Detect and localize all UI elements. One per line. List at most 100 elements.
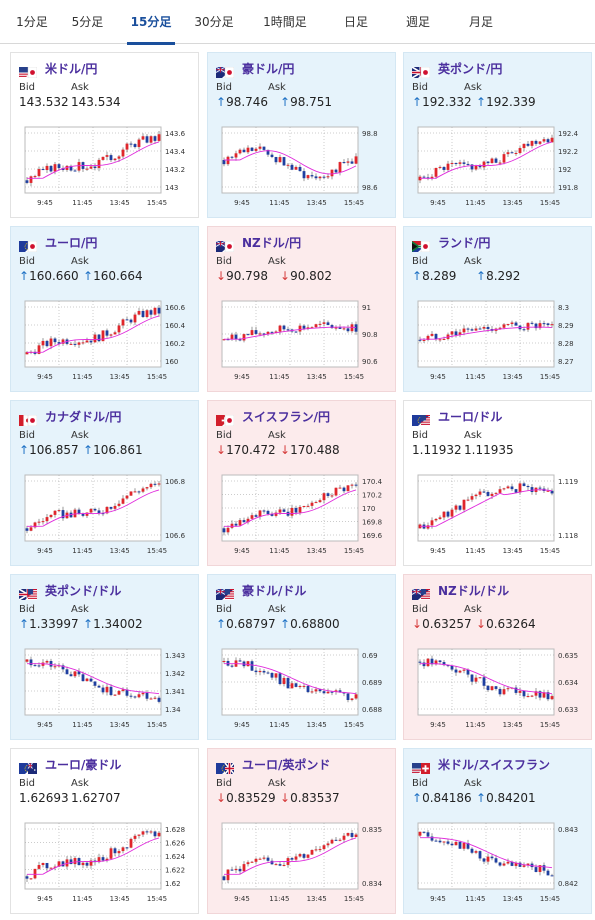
rate-card[interactable]: NZドル/円 Bid Ask ↓90.798 ↓90.802 91 90.8 90.6 9:45… bbox=[207, 226, 396, 392]
tab-8[interactable]: 月足 bbox=[468, 15, 493, 29]
card-header: ユーロ/ドル bbox=[412, 408, 503, 426]
rate-card[interactable]: ユーロ/豪ドル Bid Ask 1.62693 1.62707 1.628 1.626 1.6… bbox=[10, 748, 199, 914]
candle bbox=[518, 687, 522, 696]
rate-card[interactable]: 豪ドル/ドル Bid Ask ↑0.68797 ↑0.68800 0.69 0.689 0.6… bbox=[207, 574, 396, 740]
rate-card[interactable]: ユーロ/円 Bid Ask ↑160.660 ↑160.664 160.6 160.4 160… bbox=[10, 226, 199, 392]
pair-name-link[interactable]: 英ポンド/ドル bbox=[45, 583, 122, 598]
chart-area[interactable]: 143.6 143.4 143.2 143 9:45 11:45 13:45 15:45 bbox=[19, 123, 195, 211]
candle bbox=[310, 849, 314, 855]
rate-card[interactable]: スイスフラン/円 Bid Ask ↓170.472 ↓170.488 170.4 170.2… bbox=[207, 400, 396, 566]
candle bbox=[498, 485, 502, 494]
candle bbox=[458, 669, 462, 674]
pair-name-link[interactable]: スイスフラン/円 bbox=[242, 409, 331, 424]
rate-card[interactable]: 米ドル/円 Bid Ask 143.532 143.534 143.6 143.4 143.2… bbox=[10, 52, 199, 218]
chart-area[interactable]: 1.628 1.626 1.624 1.622 1.62 9:45 11:45 13:45 15… bbox=[19, 819, 195, 907]
y-tick-label: 0.689 bbox=[362, 679, 382, 687]
candle bbox=[530, 694, 534, 698]
candle bbox=[526, 693, 530, 698]
candle bbox=[45, 659, 49, 665]
bid-label: Bid bbox=[412, 256, 428, 267]
rate-card[interactable]: 豪ドル/円 Bid Ask ↑98.746 ↑98.751 98.8 98.6 9:45 11:… bbox=[207, 52, 396, 218]
rate-card[interactable]: ユーロ/英ポンド Bid Ask ↓0.83529 ↓0.83537 0.835 0.834… bbox=[207, 748, 396, 914]
tab-2[interactable]: 5分足 bbox=[71, 15, 104, 29]
candle bbox=[29, 175, 33, 187]
candle bbox=[494, 157, 498, 164]
candle bbox=[506, 149, 510, 157]
candle bbox=[434, 333, 438, 342]
pair-name-link[interactable]: NZドル/円 bbox=[242, 235, 302, 250]
eu-gb-flag bbox=[216, 759, 235, 775]
candle bbox=[133, 312, 137, 326]
tab-6[interactable]: 日足 bbox=[343, 15, 368, 29]
candle bbox=[85, 677, 89, 682]
tab-3[interactable]: 15分足 bbox=[119, 0, 183, 45]
chart-area[interactable]: 8.3 8.29 8.28 8.27 9:45 11:45 13:45 15:45 bbox=[412, 297, 588, 385]
tab-1[interactable]: 1分足 bbox=[16, 15, 48, 29]
ask-label: Ask bbox=[268, 256, 286, 267]
rate-card[interactable]: 英ポンド/円 Bid Ask ↑192.332 ↑192.339 192.4 192.2 19… bbox=[403, 52, 592, 218]
pair-name-link[interactable]: ユーロ/円 bbox=[45, 235, 98, 250]
arrow-down-icon: ↓ bbox=[216, 443, 227, 457]
ask-value: ↑1.34002 bbox=[83, 617, 143, 631]
candle bbox=[350, 698, 354, 702]
candle bbox=[109, 506, 113, 511]
candle bbox=[506, 858, 510, 865]
candle bbox=[149, 482, 153, 489]
tab-7[interactable]: 週足 bbox=[405, 15, 430, 29]
chart-area[interactable]: 0.835 0.834 9:45 11:45 13:45 15:45 bbox=[216, 819, 392, 907]
x-tick-label: 11:45 bbox=[269, 547, 289, 555]
x-tick-label: 15:45 bbox=[147, 199, 167, 207]
chart-area[interactable]: 1.343 1.342 1.341 1.34 9:45 11:45 13:45 15:45 bbox=[19, 645, 195, 733]
pair-name-link[interactable]: 米ドル/円 bbox=[45, 61, 98, 76]
pair-name-link[interactable]: 豪ドル/ドル bbox=[242, 583, 307, 598]
chart-area[interactable]: 106.8 106.6 9:45 11:45 13:45 15:45 bbox=[19, 471, 195, 559]
price-chart: 192.4 192.2 192 191.8 9:45 11:45 13:45 15:45 bbox=[417, 126, 579, 207]
pair-name-link[interactable]: ユーロ/豪ドル bbox=[45, 757, 122, 772]
candle bbox=[153, 830, 157, 839]
candle bbox=[478, 488, 482, 497]
pair-name-link[interactable]: 英ポンド/円 bbox=[438, 61, 503, 76]
rate-card[interactable]: カナダドル/円 Bid Ask ↑106.857 ↑106.861 106.8 106.6 9… bbox=[10, 400, 199, 566]
chart-area[interactable]: 192.4 192.2 192 191.8 9:45 11:45 13:45 15:45 bbox=[412, 123, 588, 211]
chart-area[interactable]: 160.6 160.4 160.2 160 9:45 11:45 13:45 15:45 bbox=[19, 297, 195, 385]
pair-name-link[interactable]: カナダドル/円 bbox=[45, 409, 122, 424]
candle bbox=[141, 486, 145, 494]
candle bbox=[129, 141, 133, 148]
candle bbox=[85, 337, 89, 343]
x-tick-label: 9:45 bbox=[234, 721, 250, 729]
candle bbox=[113, 694, 117, 697]
arrow-up-icon: ↑ bbox=[19, 443, 30, 457]
tab-4[interactable]: 30分足 bbox=[194, 15, 234, 29]
pair-name-link[interactable]: 米ドル/スイスフラン bbox=[438, 757, 551, 772]
chart-area[interactable]: 170.4 170.2 170 169.8 169.6 9:45 11:45 13:45 15:… bbox=[216, 471, 392, 559]
candle bbox=[33, 521, 37, 529]
rate-card[interactable]: 米ドル/スイスフラン Bid Ask ↑0.84186 ↑0.84201 0.843 0.8… bbox=[403, 748, 592, 914]
rate-card[interactable]: ユーロ/ドル Bid Ask 1.11932 1.11935 1.119 1.118 9:45… bbox=[403, 400, 592, 566]
y-tick-label: 106.6 bbox=[165, 532, 186, 540]
candle bbox=[486, 490, 490, 497]
candle bbox=[73, 507, 77, 518]
pair-name-link[interactable]: ユーロ/英ポンド bbox=[242, 757, 331, 772]
chart-area[interactable]: 91 90.8 90.6 9:45 11:45 13:45 15:45 bbox=[216, 297, 392, 385]
chart-area[interactable]: 1.119 1.118 9:45 11:45 13:45 15:45 bbox=[412, 471, 588, 559]
price-chart: 91 90.8 90.6 9:45 11:45 13:45 15:45 bbox=[221, 300, 378, 381]
tab-5[interactable]: 1時間足 bbox=[263, 15, 307, 29]
candle bbox=[222, 157, 226, 167]
chart-area[interactable]: 98.8 98.6 9:45 11:45 13:45 15:45 bbox=[216, 123, 392, 211]
pair-name-link[interactable]: 豪ドル/円 bbox=[242, 61, 295, 76]
pair-name-link[interactable]: NZドル/ドル bbox=[438, 583, 510, 598]
chart-area[interactable]: 0.69 0.689 0.688 9:45 11:45 13:45 15:45 bbox=[216, 645, 392, 733]
rate-card[interactable]: ランド/円 Bid Ask ↑8.289 ↑8.292 8.3 8.29 8.28 8.27 9:… bbox=[403, 226, 592, 392]
rate-card[interactable]: 英ポンド/ドル Bid Ask ↑1.33997 ↑1.34002 1.343 1.342 1… bbox=[10, 574, 199, 740]
candle bbox=[266, 331, 270, 336]
ask-value: 143.534 bbox=[71, 95, 121, 109]
chart-area[interactable]: 0.843 0.842 9:45 11:45 13:45 15:45 bbox=[412, 819, 588, 907]
x-tick-label: 13:45 bbox=[307, 721, 327, 729]
bid-value: ↓0.63257 bbox=[412, 617, 472, 631]
rate-card[interactable]: NZドル/ドル Bid Ask ↓0.63257 ↓0.63264 0.635 0.634 0… bbox=[403, 574, 592, 740]
chart-area[interactable]: 0.635 0.634 0.633 9:45 11:45 13:45 15:45 bbox=[412, 645, 588, 733]
candle bbox=[458, 159, 462, 167]
pair-name-link[interactable]: ユーロ/ドル bbox=[438, 409, 503, 424]
pair-name-link[interactable]: ランド/円 bbox=[438, 235, 491, 250]
price-chart: 8.3 8.29 8.28 8.27 9:45 11:45 13:45 15:45 bbox=[417, 300, 574, 381]
